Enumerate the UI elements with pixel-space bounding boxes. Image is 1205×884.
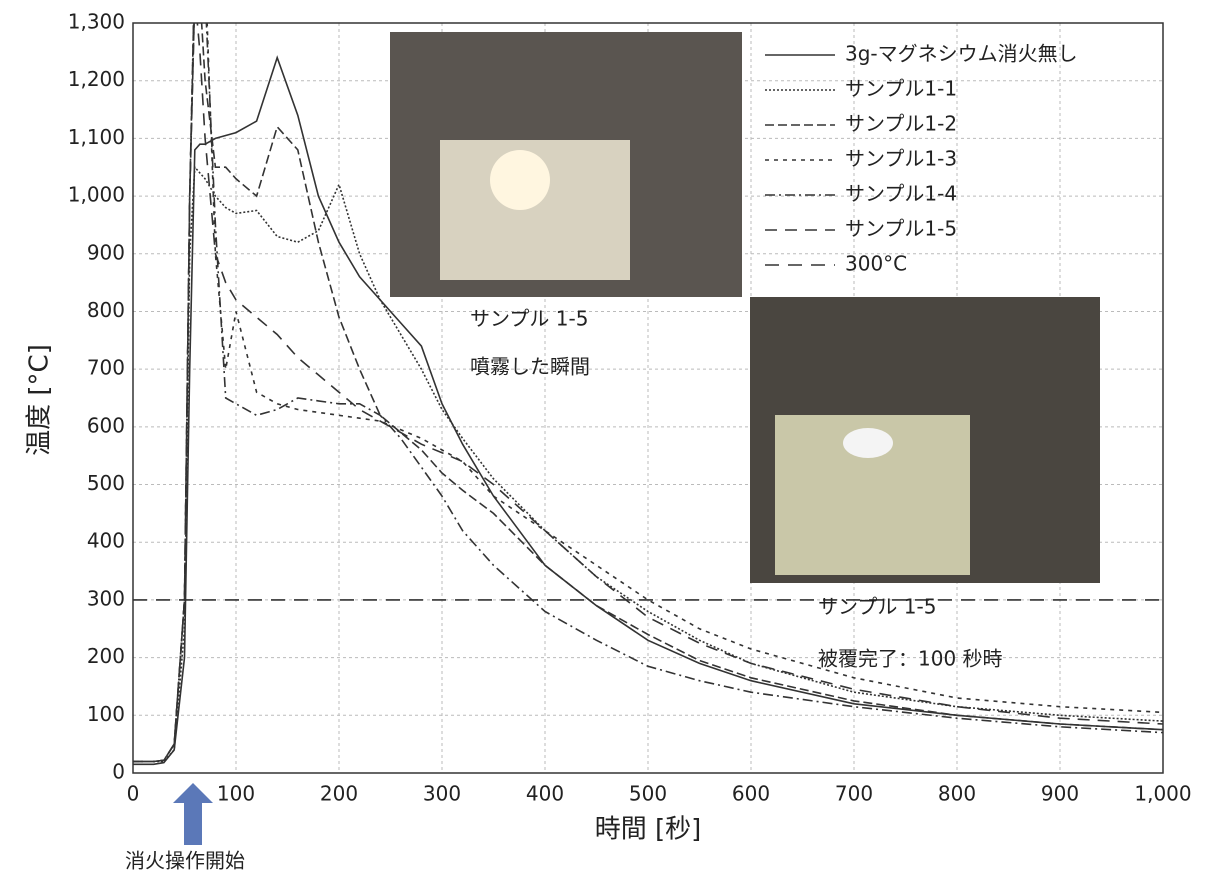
annotation: 被覆完了：100 秒時 — [818, 647, 1003, 671]
photo-flame — [490, 150, 550, 210]
x-tick-label: 300 — [423, 782, 461, 806]
legend-label: 3g-マグネシウム消火無し — [845, 42, 1078, 66]
annotation: 消火操作開始 — [125, 849, 245, 873]
x-tick-label: 200 — [320, 782, 358, 806]
legend-label: サンプル1-2 — [845, 112, 957, 136]
x-tick-label: 500 — [629, 782, 667, 806]
x-tick-label: 400 — [526, 782, 564, 806]
y-tick-label: 500 — [87, 471, 125, 495]
x-tick-label: 0 — [127, 782, 140, 806]
y-tick-label: 400 — [87, 529, 125, 553]
legend-label: サンプル1-5 — [845, 217, 957, 241]
chart: 時間 [秒] 温度 [°C] サンプル 1-5 噴霧した瞬間 サンプル 1-5 … — [0, 0, 1205, 880]
annotation: サンプル 1-5 — [818, 595, 936, 619]
legend-label: サンプル1-4 — [845, 182, 957, 206]
x-tick-label: 1,000 — [1134, 782, 1191, 806]
y-tick-label: 100 — [87, 702, 125, 726]
y-tick-label: 600 — [87, 413, 125, 437]
x-tick-label: 600 — [732, 782, 770, 806]
y-tick-label: 200 — [87, 644, 125, 668]
legend-label: サンプル1-3 — [845, 147, 957, 171]
x-tick-label: 100 — [217, 782, 255, 806]
y-tick-label: 1,300 — [68, 10, 125, 34]
y-tick-label: 0 — [112, 760, 125, 784]
annotation: 噴霧した瞬間 — [470, 355, 590, 379]
x-tick-label: 900 — [1041, 782, 1079, 806]
y-tick-label: 1,100 — [68, 125, 125, 149]
legend-label: サンプル1-1 — [845, 77, 957, 101]
y-tick-label: 800 — [87, 298, 125, 322]
start-arrow — [173, 783, 213, 845]
x-tick-label: 800 — [938, 782, 976, 806]
y-tick-label: 1,000 — [68, 183, 125, 207]
x-axis-label: 時間 [秒] — [595, 815, 702, 845]
y-tick-label: 700 — [87, 356, 125, 380]
legend-label: 300°C — [845, 252, 907, 276]
y-tick-label: 900 — [87, 240, 125, 264]
x-tick-label: 700 — [835, 782, 873, 806]
y-axis-label: 温度 [°C] — [25, 344, 55, 456]
photo-foam — [843, 428, 893, 458]
y-tick-label: 1,200 — [68, 67, 125, 91]
annotation: サンプル 1-5 — [470, 307, 588, 331]
y-tick-label: 300 — [87, 586, 125, 610]
